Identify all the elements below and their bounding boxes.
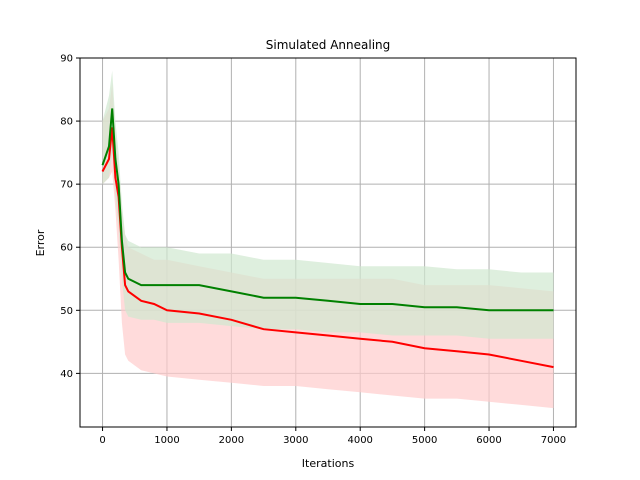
- y-tick-label: 50: [60, 306, 73, 317]
- series-1-line: [101, 108, 554, 312]
- y-axis-ticks: 40 50 60 70 80 90: [60, 54, 80, 380]
- series-1-band: [102, 70, 554, 339]
- y-axis-label: Error: [34, 229, 47, 256]
- x-axis-ticks: 0 1000 2000 3000 4000 5000 6000 7000: [99, 427, 566, 446]
- plot-frame: [79, 57, 577, 428]
- chart-title: Simulated Annealing: [266, 38, 391, 52]
- x-axis-label: Iterations: [302, 457, 355, 470]
- y-tick-label: 80: [60, 117, 73, 128]
- y-tick-label: 90: [60, 54, 73, 65]
- y-tick-label: 60: [60, 243, 73, 254]
- bands: [102, 70, 554, 409]
- y-tick-label: 70: [60, 180, 73, 191]
- x-tick-label: 0: [99, 435, 105, 446]
- x-tick-label: 6000: [476, 435, 501, 446]
- x-tick-label: 3000: [283, 435, 308, 446]
- x-tick-label: 5000: [412, 435, 437, 446]
- series-0-line: [101, 127, 554, 369]
- x-tick-label: 4000: [347, 435, 372, 446]
- x-tick-label: 7000: [541, 435, 566, 446]
- x-tick-label: 1000: [154, 435, 179, 446]
- y-tick-label: 40: [60, 369, 73, 380]
- x-tick-label: 2000: [219, 435, 244, 446]
- lines: [101, 108, 554, 369]
